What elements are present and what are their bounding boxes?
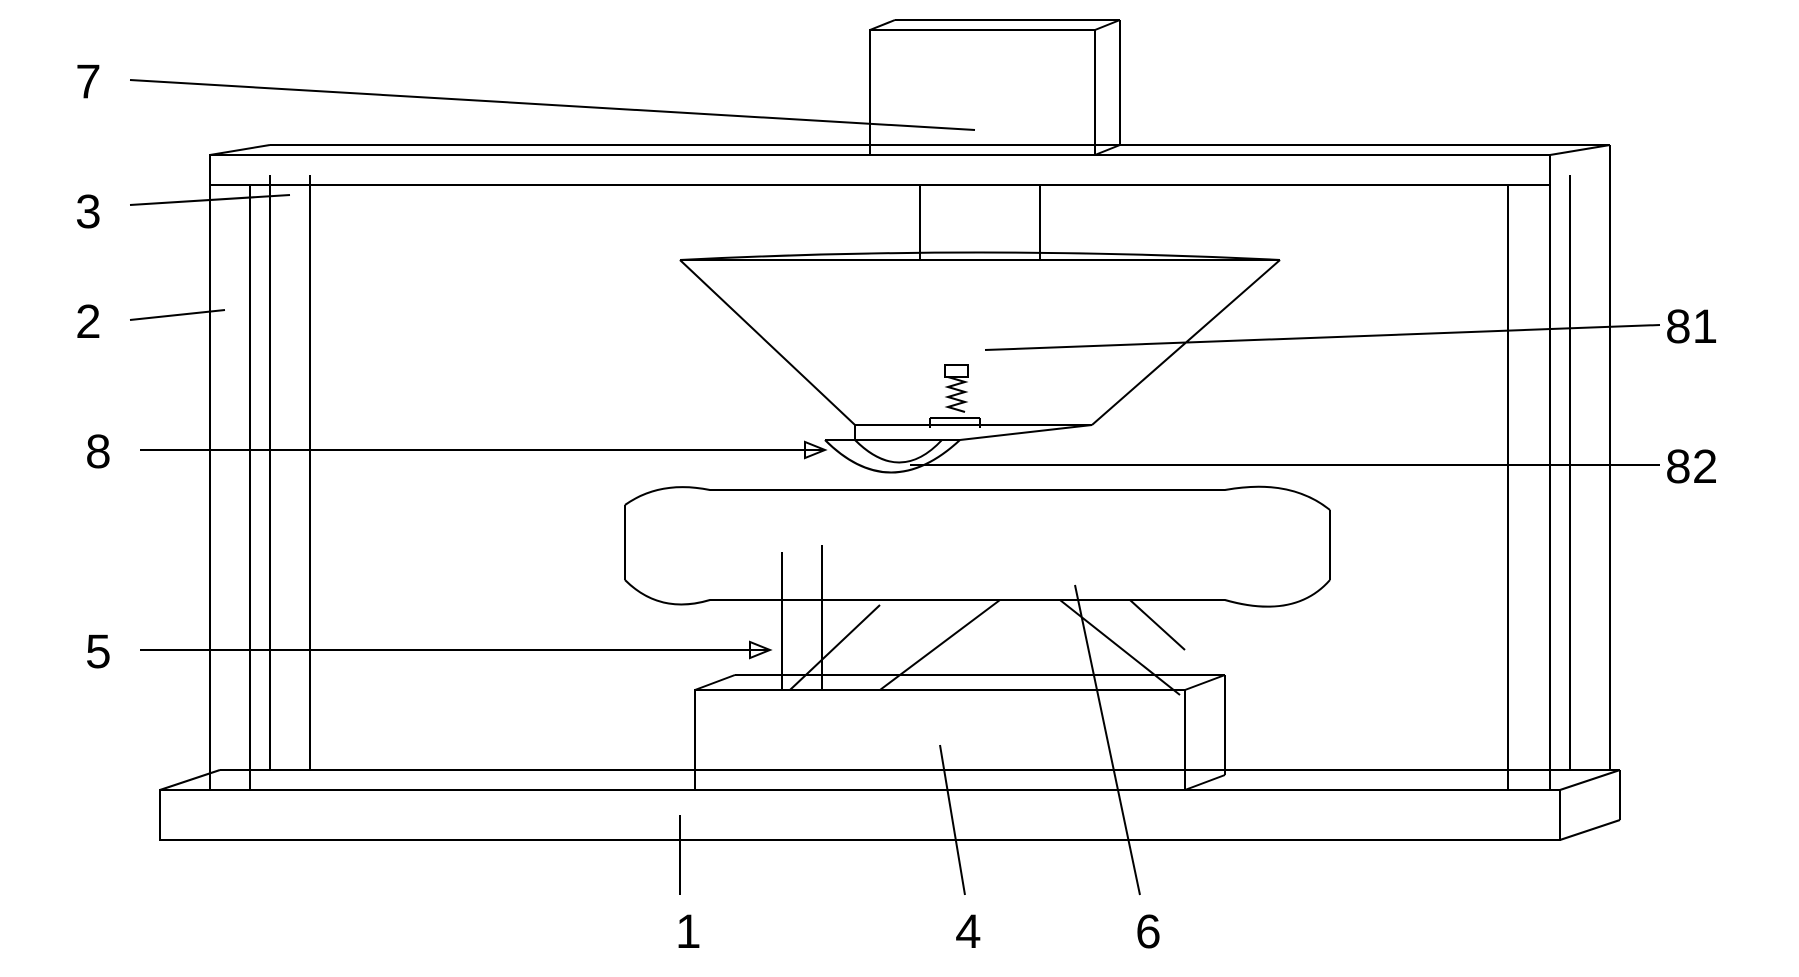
label-81: 81 xyxy=(1665,300,1718,355)
label-2: 2 xyxy=(75,295,102,350)
label-5: 5 xyxy=(85,625,112,680)
label-8: 8 xyxy=(85,425,112,480)
label-7: 7 xyxy=(75,55,102,110)
label-1: 1 xyxy=(675,905,702,960)
label-6: 6 xyxy=(1135,905,1162,960)
diagram-container: 7 3 2 8 5 1 4 6 81 82 xyxy=(0,0,1799,972)
label-4: 4 xyxy=(955,905,982,960)
label-3: 3 xyxy=(75,185,102,240)
technical-drawing xyxy=(0,0,1799,972)
label-82: 82 xyxy=(1665,440,1718,495)
